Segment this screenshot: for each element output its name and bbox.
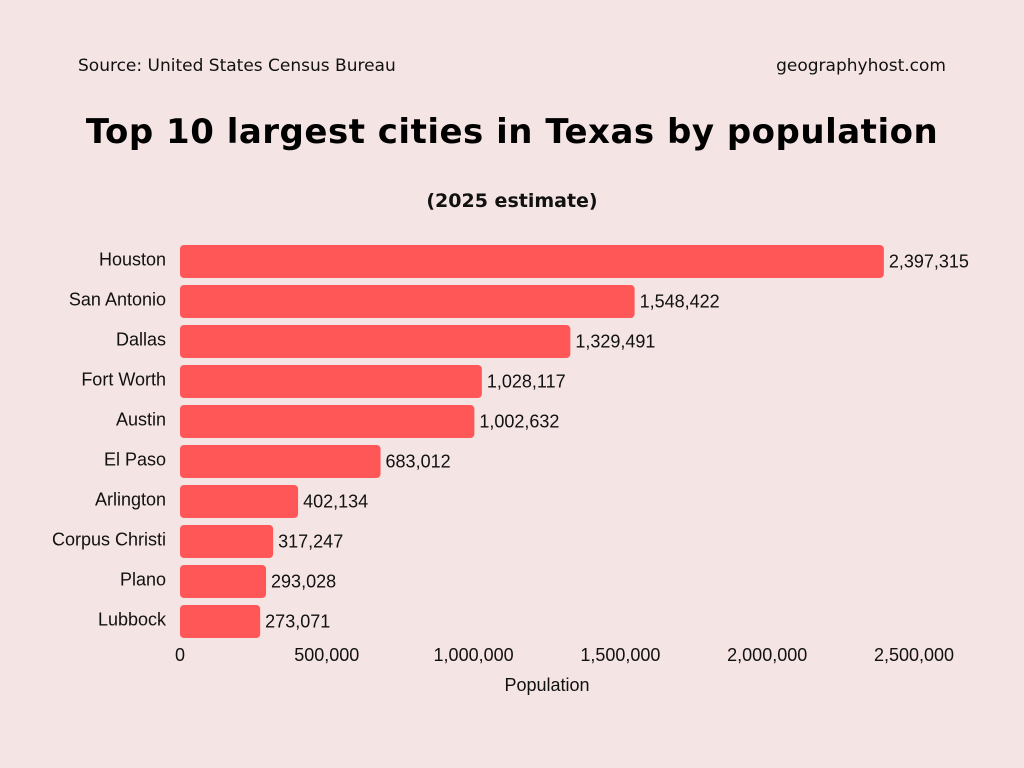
value-label: 317,247 — [278, 531, 343, 551]
value-label: 402,134 — [303, 491, 368, 511]
category-label: Austin — [116, 409, 166, 429]
bar — [180, 285, 635, 318]
value-label: 2,397,315 — [889, 251, 969, 271]
value-label: 273,071 — [265, 611, 330, 631]
bar — [180, 485, 299, 518]
bar — [180, 445, 381, 478]
x-tick-label: 1,000,000 — [434, 645, 514, 665]
category-label: Dallas — [116, 329, 166, 349]
bar — [180, 245, 884, 278]
chart-subtitle: (2025 estimate) — [426, 190, 598, 212]
category-label: Lubbock — [98, 609, 167, 629]
category-label: Arlington — [95, 489, 166, 509]
bar — [180, 565, 267, 598]
chart-title: Top 10 largest cities in Texas by popula… — [85, 112, 939, 152]
category-label: El Paso — [104, 449, 166, 469]
x-tick-label: 2,000,000 — [727, 645, 807, 665]
bar — [180, 365, 482, 398]
bar — [180, 525, 274, 558]
value-label: 1,028,117 — [487, 371, 566, 391]
value-label: 293,028 — [271, 571, 336, 591]
category-label: San Antonio — [69, 289, 166, 309]
bar — [180, 605, 261, 638]
x-tick-label: 1,500,000 — [580, 645, 660, 665]
x-tick-label: 2,500,000 — [874, 645, 954, 665]
category-label: Corpus Christi — [52, 529, 166, 549]
bar — [180, 405, 475, 438]
category-label: Plano — [120, 569, 166, 589]
value-label: 1,002,632 — [479, 411, 559, 431]
x-tick-label: 0 — [175, 645, 185, 665]
category-label: Houston — [99, 249, 166, 269]
site-credit: geographyhost.com — [776, 56, 946, 76]
value-label: 1,548,422 — [640, 291, 720, 311]
x-axis-label: Population — [504, 675, 589, 695]
value-label: 683,012 — [386, 451, 451, 471]
value-label: 1,329,491 — [575, 331, 655, 351]
bar — [180, 325, 571, 358]
x-tick-label: 500,000 — [294, 645, 359, 665]
category-label: Fort Worth — [81, 369, 166, 389]
source-note: Source: United States Census Bureau — [78, 56, 396, 76]
